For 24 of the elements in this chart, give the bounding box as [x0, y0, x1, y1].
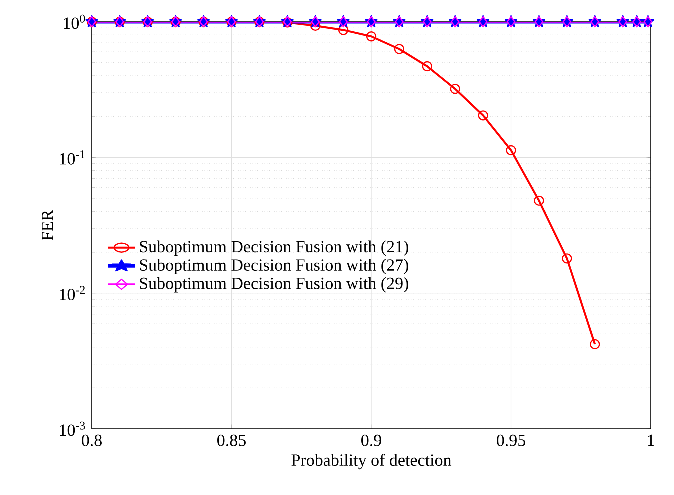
x-axis-title: Probability of detection [292, 454, 452, 470]
y-tick-label: 10$^{0}$ [64, 14, 86, 30]
point [450, 84, 460, 94]
y-tick-label: 10$^{-2}$ [60, 286, 85, 300]
point [590, 339, 600, 350]
y-tick-label: 10$^{-3}$ [60, 422, 86, 436]
point [562, 254, 572, 264]
x-tick-label: 1 [648, 434, 654, 446]
point [506, 145, 516, 156]
legend-label: Suboptimum Decision Fusion with (29) [140, 277, 408, 293]
y-axis-title: FER [42, 210, 54, 241]
x-tick-label: 0.9 [362, 434, 382, 446]
point [534, 196, 544, 206]
point [478, 110, 488, 121]
y-tick-label: 10$^{-1}$ [60, 150, 85, 165]
x-tick-label: 0.85 [218, 434, 246, 446]
point [394, 44, 405, 54]
x-tick-label: 0.8 [82, 434, 102, 446]
point [366, 32, 377, 42]
x-tick-label: 0.95 [497, 434, 526, 446]
point [422, 61, 433, 72]
point [338, 25, 349, 36]
legend-label: Suboptimum Decision Fusion with (27) [140, 259, 408, 274]
legend-label: Suboptimum Decision Fusion with (21) [140, 240, 408, 256]
